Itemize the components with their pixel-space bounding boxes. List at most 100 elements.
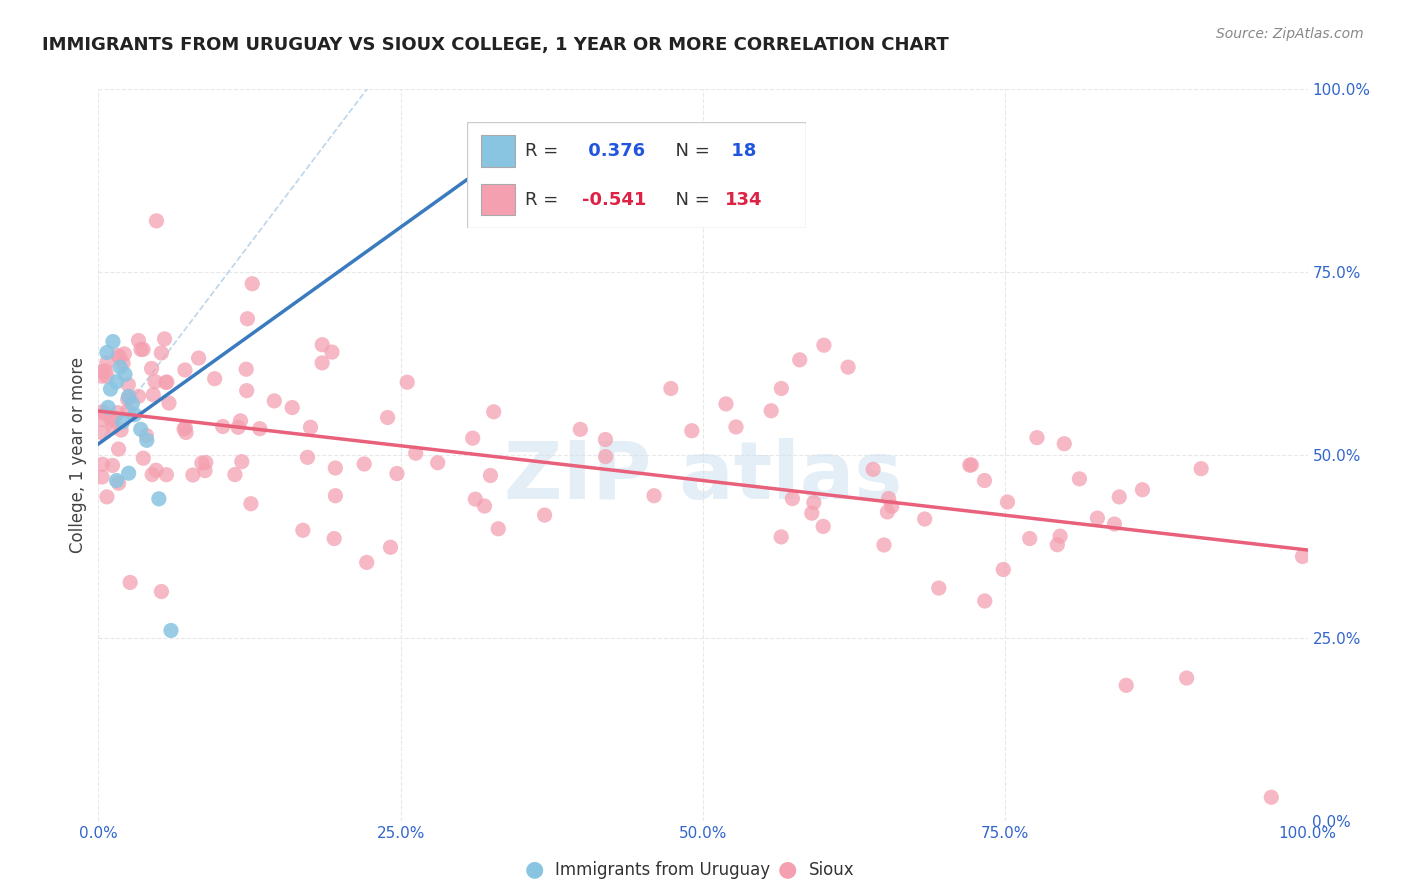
Point (121, 397, 143, 411)
Point (1291, 549, 1313, 564)
Point (204, 372, 226, 386)
Point (96, 356, 118, 370)
Text: IMMIGRANTS FROM URUGUAY VS SIOUX COLLEGE, 1 YEAR OR MORE CORRELATION CHART: IMMIGRANTS FROM URUGUAY VS SIOUX COLLEGE… (42, 36, 949, 54)
Point (263, 393, 285, 408)
Point (759, 403, 782, 417)
Point (1104, 516, 1126, 531)
Point (325, 489, 347, 503)
Point (141, 467, 163, 482)
Point (143, 375, 166, 389)
Point (153, 332, 176, 346)
Point (803, 495, 825, 509)
Point (1069, 472, 1091, 486)
Point (132, 451, 155, 466)
Point (297, 450, 319, 465)
Point (157, 396, 180, 410)
Point (714, 397, 737, 411)
Point (101, 458, 124, 473)
Point (959, 458, 981, 472)
Point (377, 410, 399, 425)
Point (108, 350, 131, 364)
Point (973, 474, 995, 488)
Point (150, 584, 173, 599)
Point (1175, 671, 1198, 685)
Point (194, 455, 217, 469)
Point (973, 594, 995, 608)
Point (105, 474, 128, 488)
Text: ZIP atlas: ZIP atlas (503, 438, 903, 516)
Point (135, 434, 157, 448)
Point (118, 389, 141, 403)
Point (191, 456, 214, 470)
Text: ●: ● (524, 860, 544, 880)
Point (681, 424, 703, 438)
Point (124, 408, 146, 422)
Point (118, 466, 141, 480)
Point (114, 368, 136, 382)
Point (120, 575, 142, 590)
Point (770, 530, 793, 544)
Point (135, 428, 157, 442)
Point (789, 352, 811, 367)
Point (239, 497, 262, 511)
Point (311, 337, 333, 351)
Point (1018, 532, 1040, 546)
Point (1087, 511, 1109, 525)
Point (96, 490, 118, 504)
Point (405, 446, 427, 460)
Point (174, 420, 197, 434)
Point (128, 389, 150, 403)
Point (876, 505, 898, 519)
Point (997, 495, 1019, 509)
Point (782, 491, 804, 506)
Point (1115, 678, 1137, 692)
Point (311, 356, 333, 370)
Point (145, 463, 167, 477)
Point (1260, 790, 1282, 805)
Point (100, 413, 122, 427)
Point (101, 420, 124, 434)
Point (97, 401, 120, 415)
Point (479, 468, 502, 483)
Point (325, 461, 347, 475)
Point (800, 506, 823, 520)
Point (118, 391, 141, 405)
Point (928, 581, 950, 595)
Point (813, 338, 835, 352)
Point (101, 334, 124, 349)
Point (464, 492, 486, 507)
Point (117, 392, 139, 407)
Point (321, 345, 343, 359)
Point (862, 462, 884, 476)
Point (110, 423, 132, 437)
Text: ●: ● (778, 860, 797, 880)
Point (187, 351, 209, 365)
Point (486, 522, 509, 536)
Point (1026, 431, 1049, 445)
Point (129, 422, 152, 436)
Point (142, 388, 165, 402)
Point (235, 362, 257, 376)
Point (100, 382, 122, 396)
Point (145, 214, 167, 228)
Point (482, 405, 505, 419)
Point (155, 376, 177, 390)
Point (117, 377, 139, 392)
Point (396, 375, 419, 389)
Point (353, 457, 375, 471)
Text: Immigrants from Uruguay: Immigrants from Uruguay (555, 861, 770, 879)
Point (240, 277, 263, 291)
Point (533, 508, 555, 522)
Point (993, 562, 1015, 576)
Point (94, 364, 117, 378)
Point (960, 458, 983, 472)
Point (194, 464, 217, 478)
Point (249, 422, 271, 436)
Point (231, 455, 253, 469)
Point (235, 384, 257, 398)
Point (105, 375, 128, 389)
Point (174, 425, 197, 440)
Point (91, 425, 114, 440)
Point (156, 375, 179, 389)
Point (148, 491, 170, 506)
